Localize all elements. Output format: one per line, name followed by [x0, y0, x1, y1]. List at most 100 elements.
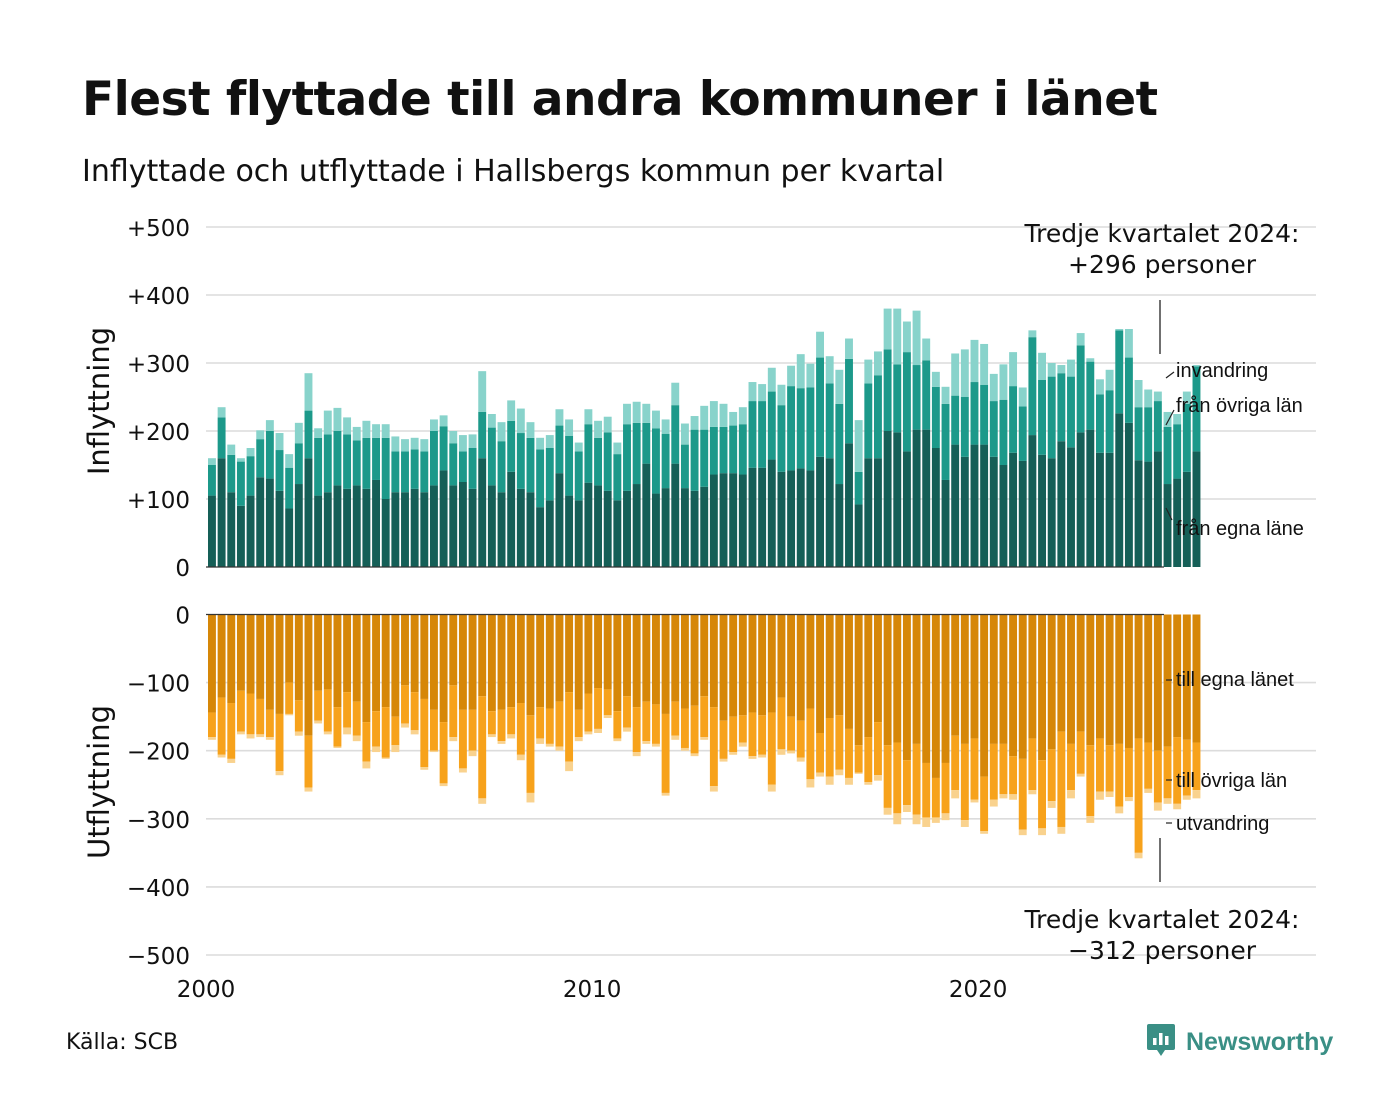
bar-out-series0	[1076, 614, 1085, 732]
bar-in-series2	[275, 433, 284, 451]
bar-out-series2	[275, 771, 284, 776]
series-label-fran-egna-lane: från egna läne	[1176, 518, 1304, 540]
bar-out-series0	[603, 614, 612, 690]
bar-in-series1	[285, 467, 294, 509]
bar-in-series2	[439, 415, 448, 427]
bar-in-series2	[323, 410, 332, 435]
bar-out-series2	[883, 807, 892, 815]
bar-out-series0	[960, 614, 969, 744]
bar-out-series1	[352, 701, 361, 736]
bar-in-series1	[468, 448, 477, 489]
bar-in-series0	[1182, 471, 1191, 567]
annotation-out-line2: −312 personer	[1068, 936, 1257, 965]
bar-out-series2	[1086, 816, 1095, 823]
bar-in-series1	[584, 424, 593, 483]
bar-out-series2	[555, 746, 564, 751]
bar-in-series1	[912, 365, 921, 430]
bar-in-series1	[883, 349, 892, 431]
bar-out-series2	[526, 792, 535, 803]
newsworthy-brand[interactable]: Newsworthy	[1146, 1022, 1333, 1062]
bar-out-series2	[1173, 803, 1182, 810]
bar-out-series1	[1163, 746, 1172, 799]
bar-out-series2	[333, 746, 342, 748]
bar-out-series0	[931, 614, 940, 778]
bar-in-series0	[989, 456, 998, 567]
bar-out-series0	[989, 614, 998, 744]
bar-in-series1	[671, 405, 680, 464]
ytick-label: 0	[175, 556, 190, 582]
bar-in-series0	[1173, 478, 1182, 567]
bar-out-series2	[458, 768, 467, 773]
bar-out-series0	[912, 614, 921, 744]
bar-in-series1	[874, 375, 882, 459]
bar-out-series0	[922, 614, 931, 763]
bar-out-series2	[912, 814, 921, 825]
bar-in-series1	[227, 454, 236, 493]
bar-in-series2	[285, 454, 294, 468]
bar-in-series2	[565, 419, 574, 436]
bar-out-series2	[787, 750, 796, 754]
bar-out-series0	[410, 614, 419, 693]
bar-out-series0	[864, 614, 873, 738]
bar-in-series1	[536, 449, 545, 508]
bar-out-series1	[709, 707, 718, 787]
bar-in-series1	[1173, 424, 1182, 479]
bar-in-series2	[1018, 387, 1027, 407]
bar-in-series1	[410, 449, 419, 489]
bar-out-series2	[236, 731, 245, 735]
bar-in-series2	[700, 405, 709, 430]
bar-out-series0	[285, 614, 294, 683]
bar-in-series1	[594, 437, 602, 486]
bar-out-series2	[893, 813, 902, 825]
bar-in-series0	[1096, 452, 1104, 567]
bar-in-series1	[854, 471, 863, 505]
bar-out-series1	[980, 776, 989, 832]
bar-out-series1	[613, 711, 622, 739]
bar-out-series1	[1067, 743, 1075, 791]
bar-out-series0	[594, 614, 602, 689]
bar-out-series0	[1134, 614, 1143, 739]
bar-in-series2	[555, 409, 564, 426]
bar-in-series0	[1067, 447, 1075, 567]
bar-in-series1	[1105, 390, 1114, 453]
bar-in-series1	[738, 424, 747, 475]
bar-in-series2	[902, 321, 911, 353]
bar-out-series0	[227, 614, 236, 704]
bar-in-series1	[623, 424, 631, 491]
bar-in-series1	[700, 429, 709, 487]
bar-in-series2	[333, 407, 342, 431]
bar-out-series2	[719, 758, 728, 762]
bar-out-series1	[362, 722, 371, 762]
bar-in-series1	[806, 387, 815, 471]
bar-in-series0	[613, 500, 622, 567]
bar-in-series1	[1182, 403, 1191, 472]
bar-in-series1	[256, 439, 265, 478]
chart-subtitle: Inflyttade och utflyttade i Hallsbergs k…	[82, 154, 945, 189]
bar-out-series1	[420, 698, 429, 768]
bar-in-series2	[410, 437, 419, 450]
bar-out-series0	[1182, 614, 1191, 740]
bar-out-series0	[980, 614, 989, 777]
bar-out-series1	[1009, 756, 1018, 795]
bar-out-series0	[671, 614, 680, 702]
bar-out-series2	[623, 727, 631, 732]
bar-out-series0	[574, 614, 583, 710]
bar-in-series2	[680, 423, 689, 445]
bar-in-series0	[208, 495, 216, 567]
bar-in-series2	[960, 349, 969, 397]
bar-in-series2	[603, 416, 612, 433]
bar-in-series0	[700, 486, 709, 567]
bar-in-series2	[1105, 369, 1114, 391]
bar-in-series0	[1163, 484, 1172, 567]
bar-in-series0	[487, 485, 496, 567]
bar-out-series2	[989, 799, 998, 807]
bar-in-series0	[1009, 452, 1018, 567]
bar-in-series1	[1028, 337, 1037, 436]
bar-out-series1	[864, 737, 873, 783]
bar-out-series1	[478, 696, 487, 799]
bar-out-series0	[806, 614, 815, 709]
bar-in-series1	[1096, 394, 1104, 453]
bar-in-series0	[343, 488, 352, 567]
bar-out-series1	[1192, 742, 1201, 791]
bar-in-series1	[314, 437, 323, 496]
